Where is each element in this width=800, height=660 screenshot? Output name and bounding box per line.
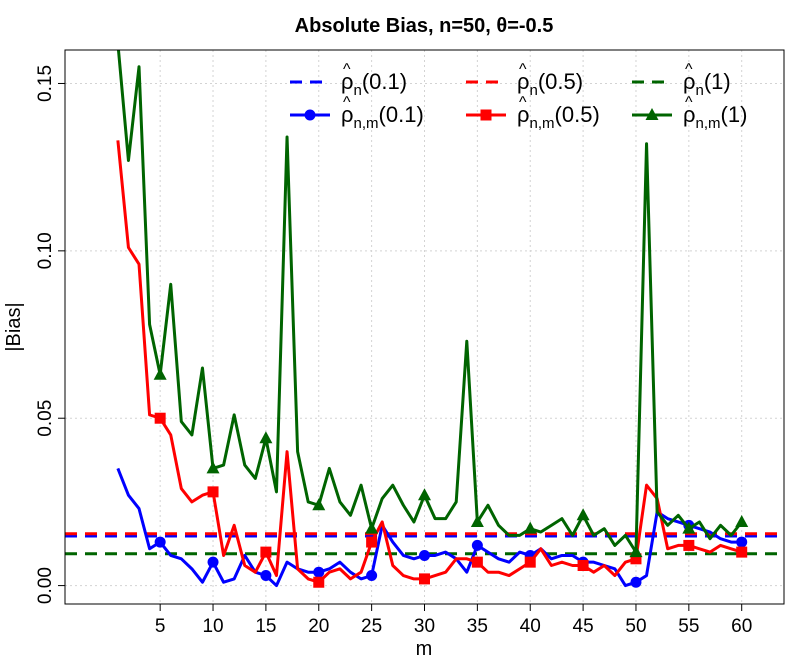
x-tick-label: 5 [155,616,166,637]
legend-marker [480,109,492,121]
data-point [576,508,590,521]
y-tick-label: 0.00 [35,567,56,604]
legend: ρn(0.1)^ ρn(0.5)^ ρn(1)^ρn,m(0.1)^ ρn,m(0.5… [290,61,747,132]
x-tick-label: 20 [308,616,329,637]
y-tick-label: 0.05 [35,400,56,437]
legend-label: ρn(1) [683,69,731,99]
data-point [470,514,484,527]
data-point [154,412,166,424]
x-tick-label: 60 [731,616,752,637]
legend-hat: ^ [519,61,527,78]
data-point [629,545,643,558]
data-point [365,521,379,534]
data-series [116,50,749,588]
data-point [366,536,378,548]
data-point [630,553,642,565]
x-axis: 5 10 15 20 25 30 35 40 45 50 55 60 [155,604,752,637]
data-point [207,486,219,498]
data-point [260,546,272,558]
x-tick-label: 25 [361,616,382,637]
data-point [736,546,748,558]
legend-marker [645,108,659,120]
y-axis-label: |Bias| [3,302,25,351]
legend-label: ρn,m(1) [683,102,747,132]
x-tick-label: 30 [414,616,435,637]
data-point [682,521,696,534]
x-tick-label: 40 [520,616,541,637]
data-point [313,566,325,578]
legend-label: ρn(0.1) [341,69,407,99]
data-point [523,521,537,534]
y-tick-label: 0.15 [35,65,56,102]
data-point [312,498,326,511]
data-point [419,573,430,585]
legend-label: ρn,m(0.1) [341,102,424,132]
data-point [577,560,589,572]
legend-label: ρn,m(0.5) [517,102,600,132]
x-tick-label: 35 [467,616,488,637]
data-point [471,556,483,568]
data-point [153,367,167,380]
data-point [419,549,430,561]
series-line [116,50,743,554]
x-tick-label: 45 [573,616,594,637]
y-tick-label: 0.10 [35,232,56,269]
data-point [366,570,378,582]
legend-marker [304,109,316,121]
legend-label: ρn(0.5) [517,69,583,99]
data-point [259,431,273,444]
x-tick-label: 15 [255,616,276,637]
series-circle [116,467,748,588]
x-tick-label: 50 [625,616,646,637]
legend-hat: ^ [685,94,693,111]
data-point [154,536,166,548]
data-point [471,539,483,551]
data-point [683,539,695,551]
y-axis: 0.00 0.05 0.10 0.15 [35,65,65,604]
legend-hat: ^ [519,94,527,111]
data-point [418,488,431,501]
x-tick-label: 55 [678,616,699,637]
x-axis-label: m [416,638,433,660]
data-point [630,576,642,588]
series-square [116,140,748,588]
legend-hat: ^ [343,61,351,78]
data-point [524,556,536,568]
series-triangle [116,50,749,558]
data-point [735,514,749,527]
data-point [313,576,325,588]
chart-title: Absolute Bias, n=50, θ=-0.5 [295,15,554,37]
legend-hat: ^ [343,94,351,111]
x-tick-label: 10 [202,616,223,637]
legend-hat: ^ [685,61,693,78]
data-point [736,536,748,548]
data-point [207,556,219,568]
data-point [206,461,220,474]
data-point [260,570,272,582]
